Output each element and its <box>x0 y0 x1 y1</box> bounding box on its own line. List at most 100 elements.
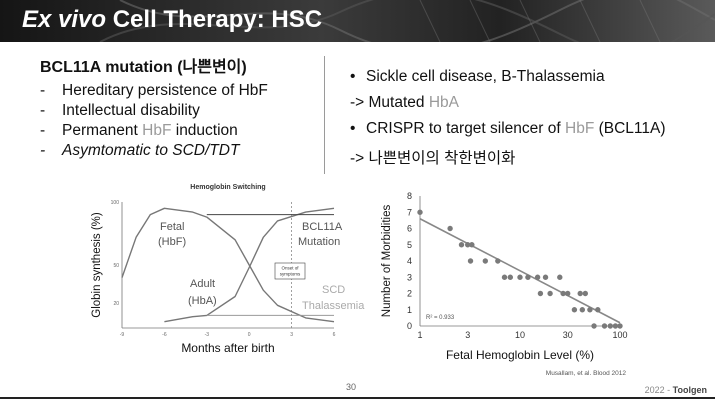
footer-brand: Toolgen <box>672 385 707 395</box>
onset-label: Onset of <box>281 266 299 271</box>
y-tick-label: 7 <box>407 207 412 217</box>
data-point <box>582 290 589 297</box>
list-item: - Hereditary persistence of HbF <box>40 81 320 101</box>
x-axis-title: Months after birth <box>181 341 274 355</box>
data-point <box>517 274 523 280</box>
y-tick-label: 50 <box>113 263 119 269</box>
y-tick-label: 100 <box>111 200 120 206</box>
dash-marker: - <box>40 122 46 139</box>
bullet-text-post: (BCL11A) <box>594 120 666 137</box>
x-tick-label: 100 <box>612 330 627 340</box>
y-tick-label: 0 <box>407 321 412 331</box>
data-point <box>591 323 597 329</box>
data-point <box>495 258 501 264</box>
item-text-post: induction <box>171 122 238 139</box>
trend-line <box>419 218 621 324</box>
onset-label-sub: symptoms <box>280 272 301 277</box>
data-point <box>617 323 623 329</box>
arrow-item: -> 나쁜변이의 착한변이화 <box>350 146 710 172</box>
dna-helix-background <box>99 0 715 42</box>
annotation-scd: SCD <box>322 284 345 296</box>
title-italic: Ex vivo <box>22 6 107 33</box>
data-point <box>547 290 553 297</box>
bullet-marker: • <box>350 120 356 137</box>
data-point <box>577 290 583 297</box>
x-tick-label: -9 <box>120 332 125 338</box>
annotation-fetal: Fetal <box>160 221 184 233</box>
y-tick-label: 6 <box>407 224 412 234</box>
arrow-highlight: HbA <box>428 94 459 111</box>
y-tick-label: 2 <box>407 289 412 299</box>
annotation-bcl11a: BCL11A <box>302 221 343 233</box>
item-text: Intellectual disability <box>62 102 200 119</box>
item-text: Asymtomatic to SCD/TDT <box>62 142 240 159</box>
dash-marker: - <box>40 102 46 119</box>
data-point <box>560 290 566 297</box>
data-point <box>565 290 571 297</box>
dash-marker: - <box>40 142 46 159</box>
x-tick-label: -6 <box>162 332 167 338</box>
data-point <box>601 323 608 329</box>
annotation-thalassemia: Thalassemia <box>302 300 365 312</box>
arrow-text: -> 나쁜변이의 착한변이화 <box>350 150 516 167</box>
chart-title: Hemoglobin Switching <box>190 184 265 191</box>
bullet-item: • Sickle cell disease, B-Thalassemia <box>350 68 710 94</box>
data-point <box>587 307 593 313</box>
x-axis-title: Fetal Hemoglobin Level (%) <box>446 348 594 362</box>
onset-box <box>274 262 306 280</box>
y-tick-label: 5 <box>407 240 412 250</box>
data-point <box>534 274 541 280</box>
y-tick-label: 8 <box>407 191 412 201</box>
arrow-item: -> Mutated HbA <box>350 94 710 120</box>
page-number: 30 <box>346 382 357 392</box>
title-rest: Cell Therapy: HSC <box>112 6 323 33</box>
data-point <box>507 274 514 280</box>
data-point <box>612 323 619 329</box>
data-point <box>447 225 453 232</box>
annotation-bcl11a-sub: Mutation <box>298 236 340 248</box>
x-tick-label: 6 <box>333 332 336 338</box>
dash-marker: - <box>40 82 46 99</box>
data-point <box>482 258 489 264</box>
bullet-marker: • <box>350 68 356 85</box>
bullet-text: CRISPR to target silencer of <box>366 120 565 137</box>
slide-title: Ex vivo Cell Therapy: HSC <box>22 6 322 34</box>
x-tick-label: 3 <box>465 330 470 340</box>
list-item: - Intellectual disability <box>40 101 320 121</box>
y-axis-title: Number of Morbidities <box>381 205 393 318</box>
annotation-adult: Adult <box>190 278 215 290</box>
data-point <box>571 307 578 313</box>
data-point <box>542 274 549 280</box>
data-point <box>469 242 475 248</box>
series-line-2 <box>164 207 335 323</box>
data-point <box>458 242 465 248</box>
data-point <box>595 307 601 313</box>
footer-year: 2022 - <box>644 385 673 395</box>
data-point <box>465 242 471 248</box>
r-squared-label: R² = 0.933 <box>426 315 455 321</box>
list-item: - Asymtomatic to SCD/TDT <box>40 141 320 161</box>
x-tick-label: 0 <box>248 332 251 338</box>
y-tick-label: 3 <box>407 272 412 282</box>
title-bar: Ex vivo Cell Therapy: HSC <box>0 0 715 42</box>
source-citation: Musallam, et al. Blood 2012 <box>546 370 627 376</box>
x-tick-label: 3 <box>290 332 293 338</box>
y-tick-label: 20 <box>113 301 119 307</box>
item-text: Hereditary persistence of HbF <box>62 82 268 99</box>
series-line-1 <box>121 207 335 323</box>
footer-credit: 2022 - Toolgen <box>645 385 707 395</box>
annotation-fetal-sub: (HbF) <box>158 236 186 248</box>
annotation-adult-sub: (HbA) <box>188 295 217 307</box>
right-column: • Sickle cell disease, B-Thalassemia -> M… <box>350 68 710 172</box>
y-tick-label: 1 <box>407 305 412 315</box>
data-point <box>607 323 614 329</box>
x-tick-label: 1 <box>417 330 422 340</box>
footer-rule <box>0 397 715 399</box>
bullet-item: • CRISPR to target silencer of HbF (BCL11… <box>350 120 710 146</box>
left-column: BCL11A mutation (나쁜변이) - Hereditary persi… <box>40 58 320 161</box>
item-text: Permanent <box>62 122 143 139</box>
data-point <box>557 274 563 280</box>
item-highlight: HbF <box>142 122 172 139</box>
bullet-highlight: HbF <box>565 120 595 137</box>
